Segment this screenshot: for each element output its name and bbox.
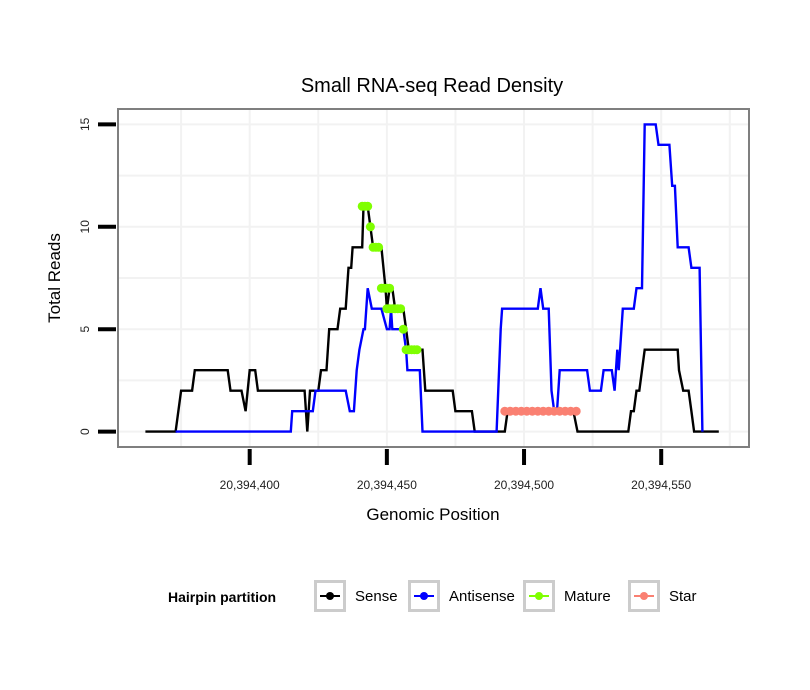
data-point-star	[571, 406, 581, 416]
legend-item-sense[interactable]: Sense	[314, 580, 398, 612]
panel-border	[117, 108, 750, 448]
y-tick-label: 10	[78, 220, 92, 234]
series-points-star	[500, 406, 581, 416]
chart-title: Small RNA-seq Read Density	[301, 75, 563, 97]
y-axis: 0 5 10 15	[78, 117, 116, 435]
data-point-mature	[385, 283, 395, 293]
legend-label: Mature	[564, 587, 611, 605]
legend-title: Hairpin partition	[168, 589, 277, 605]
series-points-mature	[357, 201, 422, 355]
legend-item-antisense[interactable]: Antisense	[408, 580, 515, 612]
x-tick-label: 20,394,550	[631, 478, 691, 492]
x-axis: 20,394,400 20,394,450 20,394,500 20,394,550	[220, 449, 692, 492]
x-axis-title: Genomic Position	[366, 505, 499, 524]
data-point-mature	[365, 222, 375, 232]
legend-key-star	[628, 580, 660, 612]
legend: Hairpin partition Sense Antisense Mature…	[0, 578, 810, 616]
legend-key-antisense	[408, 580, 440, 612]
legend-item-mature[interactable]: Mature	[523, 580, 611, 612]
series-line-antisense	[175, 123, 704, 433]
legend-label: Star	[669, 587, 697, 605]
x-tick-label: 20,394,500	[494, 478, 554, 492]
legend-label: Antisense	[449, 587, 515, 605]
legend-label: Sense	[355, 587, 398, 605]
y-tick-label: 0	[78, 428, 92, 435]
y-axis-title: Total Reads	[45, 233, 64, 323]
legend-item-star[interactable]: Star	[628, 580, 697, 612]
series-layer	[145, 123, 719, 433]
data-point-mature	[396, 304, 406, 314]
x-tick-label: 20,394,400	[220, 478, 280, 492]
data-point-mature	[374, 242, 384, 252]
y-tick-label: 5	[78, 326, 92, 333]
legend-key-mature	[523, 580, 555, 612]
data-point-mature	[412, 345, 422, 355]
y-tick-label: 15	[78, 117, 92, 131]
x-tick-label: 20,394,450	[357, 478, 417, 492]
legend-key-sense	[314, 580, 346, 612]
data-point-mature	[363, 201, 373, 211]
data-point-mature	[398, 324, 408, 334]
